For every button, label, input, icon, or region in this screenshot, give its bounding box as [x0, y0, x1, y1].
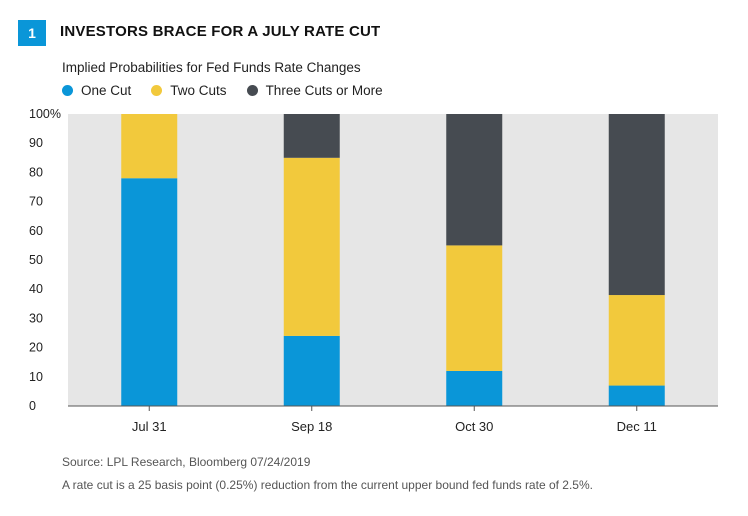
- legend-marker-one-cut: [62, 85, 73, 96]
- figure-number-badge: 1: [18, 20, 46, 46]
- bar-segment-one-cut: [283, 335, 340, 406]
- y-tick-label: 40: [29, 282, 43, 296]
- bar-segment-one-cut: [446, 370, 503, 406]
- y-tick-label: 0: [29, 399, 36, 413]
- legend: One Cut Two Cuts Three Cuts or More: [62, 83, 403, 98]
- y-tick-label: 30: [29, 311, 43, 325]
- y-tick-label: 10: [29, 370, 43, 384]
- x-tick-label: Sep 18: [291, 419, 332, 434]
- y-tick-label: 20: [29, 341, 43, 355]
- legend-label-three-cuts: Three Cuts or More: [265, 83, 383, 98]
- x-tick-label: Oct 30: [455, 419, 493, 434]
- bar-segment-one-cut: [121, 178, 178, 406]
- legend-item-three-cuts: Three Cuts or More: [246, 83, 383, 98]
- bar-segment-three-cuts-or-more: [608, 114, 665, 296]
- y-tick-label: 50: [29, 253, 43, 267]
- bar-segment-two-cuts: [283, 157, 340, 336]
- bar-segment-one-cut: [608, 385, 665, 406]
- y-tick-label: 100%: [29, 107, 61, 121]
- bar-segment-two-cuts: [446, 245, 503, 371]
- footnote: A rate cut is a 25 basis point (0.25%) r…: [62, 478, 593, 492]
- y-tick-label: 90: [29, 136, 43, 150]
- bar-segment-three-cuts-or-more: [283, 114, 340, 158]
- y-tick-label: 60: [29, 224, 43, 238]
- legend-marker-three-cuts: [246, 85, 258, 96]
- bar-segment-two-cuts: [608, 295, 665, 386]
- legend-item-two-cuts: Two Cuts: [151, 83, 227, 98]
- legend-label-two-cuts: Two Cuts: [170, 83, 227, 98]
- x-tick-label: Dec 11: [617, 419, 657, 434]
- y-tick-label: 80: [29, 165, 43, 179]
- legend-marker-two-cuts: [151, 85, 163, 96]
- bar-segment-three-cuts-or-more: [446, 114, 503, 246]
- legend-label-one-cut: One Cut: [81, 83, 132, 98]
- bar-segment-two-cuts: [121, 114, 178, 179]
- chart-title: INVESTORS BRACE FOR A JULY RATE CUT: [60, 23, 381, 40]
- x-tick-label: Jul 31: [132, 419, 167, 434]
- y-tick-label: 70: [29, 195, 43, 209]
- source-note: Source: LPL Research, Bloomberg 07/24/20…: [62, 455, 311, 469]
- chart-subtitle: Implied Probabilities for Fed Funds Rate…: [62, 60, 361, 75]
- legend-item-one-cut: One Cut: [62, 83, 131, 98]
